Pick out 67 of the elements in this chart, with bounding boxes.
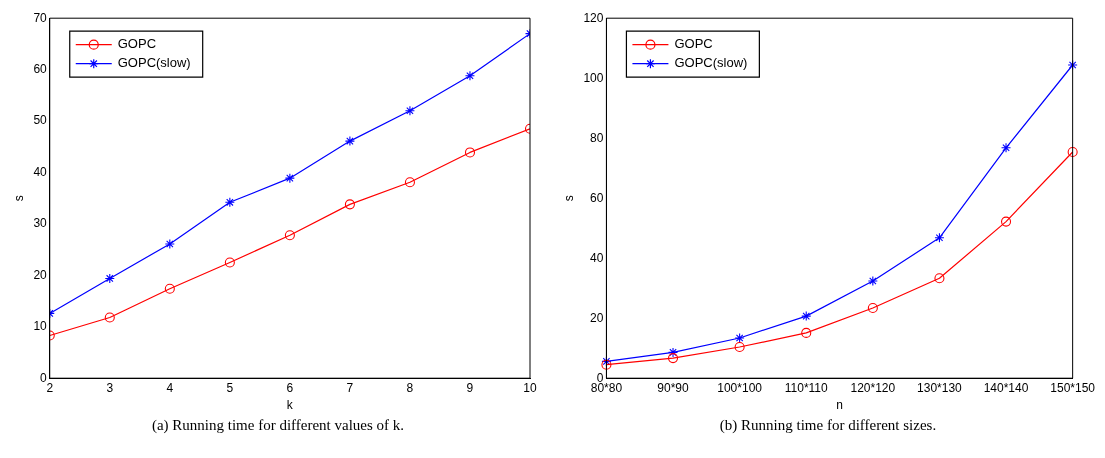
- x-tick-label: 6: [286, 380, 294, 395]
- point: [667, 347, 679, 358]
- y-tick-label: 20: [33, 267, 48, 282]
- point: [801, 327, 812, 338]
- y-tick-label: 10: [33, 319, 48, 334]
- point: [284, 173, 295, 184]
- x-tick-label: 100*100: [717, 380, 763, 395]
- y-tick-label: 40: [590, 250, 604, 265]
- x-tick-label: 90*90: [657, 380, 690, 395]
- x-tick-label: 8: [406, 380, 414, 395]
- y-tick-label: 30: [33, 216, 48, 231]
- point: [867, 275, 878, 287]
- point: [164, 238, 175, 250]
- point: [224, 257, 235, 268]
- x-tick-label: 2: [46, 380, 54, 395]
- point: [344, 199, 355, 210]
- x-tick-label: 110*110: [784, 380, 829, 395]
- y-tick-label: 60: [590, 190, 604, 205]
- point: [934, 232, 945, 243]
- point: [464, 147, 476, 158]
- text: (b) Running time for different sizes.: [719, 417, 937, 434]
- y-tick-label: 80: [590, 130, 604, 145]
- y-axis-title: s: [11, 195, 26, 202]
- point: [344, 136, 355, 147]
- point: [284, 230, 295, 241]
- x-tick-label: 5: [226, 380, 234, 395]
- point: [224, 197, 235, 208]
- x-axis-title: k: [286, 398, 294, 413]
- x-tick-label: 9: [466, 380, 474, 395]
- point: [1000, 142, 1012, 153]
- point: [104, 273, 115, 284]
- y-tick-label: 0: [40, 370, 48, 385]
- x-tick-label: 150*150: [1050, 380, 1096, 395]
- y-axis-title: s: [561, 195, 576, 202]
- x-tick-label: 10: [523, 380, 537, 395]
- x-tick-label: 4: [166, 380, 174, 395]
- y-tick-label: 40: [33, 164, 48, 179]
- point: [104, 312, 115, 323]
- point: [1000, 216, 1012, 227]
- legend-label: GOPC(slow): [117, 55, 191, 71]
- text: (a) Running time for different values of k.: [151, 417, 405, 434]
- point: [464, 70, 476, 81]
- point: [667, 353, 679, 364]
- x-tick-label: 7: [346, 380, 354, 395]
- point: [1067, 59, 1078, 71]
- point: [801, 311, 812, 322]
- legend-label: GOPC: [674, 36, 713, 52]
- point: [867, 302, 878, 314]
- point: [404, 177, 415, 188]
- y-tick-label: 60: [33, 61, 48, 76]
- x-tick-label: 120*120: [850, 380, 896, 395]
- y-tick-label: 100: [583, 70, 604, 85]
- y-tick-label: 70: [33, 10, 48, 25]
- y-tick-label: 120: [583, 10, 604, 25]
- point: [734, 341, 745, 353]
- point: [1067, 146, 1078, 158]
- point: [404, 105, 415, 116]
- x-tick-label: 130*130: [917, 380, 963, 395]
- point: [934, 273, 945, 284]
- legend-label: GOPC: [117, 36, 157, 52]
- y-tick-label: 20: [590, 310, 604, 325]
- point: [164, 283, 175, 294]
- x-tick-label: 3: [106, 380, 114, 395]
- legend-label: GOPC(slow): [674, 55, 748, 71]
- y-tick-label: 50: [33, 113, 48, 128]
- x-axis-title: n: [836, 398, 843, 413]
- x-tick-label: 140*140: [983, 380, 1029, 395]
